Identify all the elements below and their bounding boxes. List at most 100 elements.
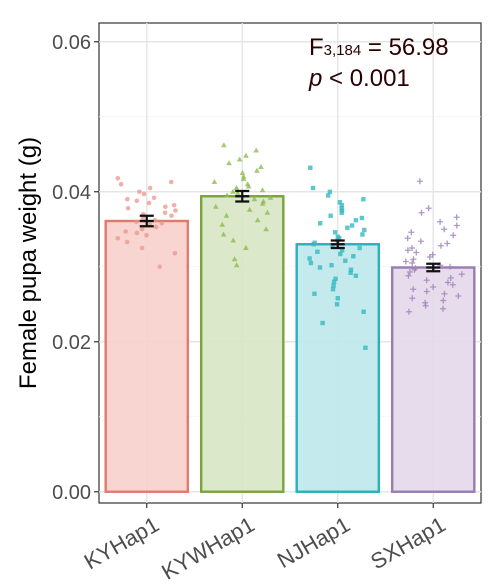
point-sxhap1-0 [416,178,423,185]
point-kywhap1-19 [251,196,258,202]
point-sxhap1-36 [455,293,462,299]
point-kyhap1-31 [157,264,163,270]
point-sxhap1-5 [453,222,460,229]
point-kyhap1-10 [171,202,177,208]
bars-group [104,195,476,493]
point-kyhap1-28 [124,239,130,245]
point-kywhap1-3 [236,156,243,162]
point-kywhap1-1 [253,147,259,153]
point-sxhap1-17 [426,254,433,260]
p-symbol: p [308,65,322,92]
point-kywhap1-23 [246,206,253,212]
point-njhap1-42 [312,291,317,296]
point-sxhap1-41 [440,305,447,312]
point-njhap1-4 [361,197,366,202]
stat-prefix: F [309,34,324,61]
point-njhap1-3 [325,193,331,198]
point-sxhap1-30 [444,279,451,286]
point-sxhap1-37 [409,295,416,302]
point-kywhap1-10 [211,179,218,184]
point-njhap1-23 [311,242,316,247]
point-sxhap1-22 [447,263,454,270]
point-kyhap1-16 [169,213,174,219]
point-njhap1-13 [318,221,323,226]
point-sxhap1-40 [422,302,429,309]
point-kyhap1-30 [172,250,178,256]
point-kyhap1-11 [163,204,168,210]
point-kywhap1-13 [233,185,240,190]
point-kyhap1-4 [137,189,142,195]
point-sxhap1-28 [447,275,454,281]
stat-annotation-p: p < 0.001 [308,65,410,92]
point-kywhap1-18 [267,194,274,200]
point-njhap1-25 [357,245,362,251]
point-kyhap1-27 [115,235,121,241]
point-njhap1-46 [320,320,325,326]
point-sxhap1-7 [408,229,415,236]
point-kyhap1-25 [134,230,140,236]
point-njhap1-34 [317,265,323,270]
point-kywhap1-0 [221,142,227,148]
point-sxhap1-13 [408,245,415,251]
point-kyhap1-19 [134,219,139,225]
point-njhap1-43 [335,296,340,301]
point-njhap1-10 [328,213,333,218]
point-njhap1-31 [343,258,348,263]
point-njhap1-41 [330,287,336,292]
point-sxhap1-32 [430,284,437,290]
point-kyhap1-14 [162,210,168,216]
x-tick-label-kywhap1: KYWHap1 [157,512,258,585]
point-njhap1-39 [331,279,337,284]
y-axis-label: Female pupa weight (g) [15,137,42,389]
point-kywhap1-7 [239,170,246,175]
point-njhap1-20 [336,236,342,241]
point-njhap1-7 [339,206,344,211]
point-kywhap1-12 [245,183,252,189]
point-kywhap1-27 [219,221,226,227]
point-kywhap1-9 [240,176,247,181]
y-axis: 0.00 0.02 0.04 0.06 [52,32,99,504]
point-sxhap1-9 [404,235,411,242]
point-njhap1-9 [339,210,344,215]
point-kywhap1-21 [259,200,266,206]
point-kyhap1-0 [115,175,121,181]
point-njhap1-30 [307,256,312,261]
point-sxhap1-10 [417,238,424,245]
point-kyhap1-8 [134,198,140,204]
point-sxhap1-8 [450,232,457,239]
point-sxhap1-19 [402,258,409,265]
point-kyhap1-12 [125,205,131,211]
point-njhap1-2 [327,189,333,194]
point-njhap1-37 [353,273,359,278]
stat-annotation-f: F3,184 = 56.98 [309,34,449,61]
point-kywhap1-6 [254,167,260,173]
point-njhap1-44 [334,302,340,307]
point-njhap1-47 [363,345,368,350]
point-sxhap1-2 [418,209,425,216]
point-njhap1-15 [345,225,350,230]
point-njhap1-14 [349,223,355,228]
point-kywhap1-16 [234,190,241,196]
point-njhap1-35 [348,267,354,272]
point-kywhap1-17 [224,192,230,198]
point-sxhap1-21 [437,262,444,269]
bar-kywhap1 [199,195,285,493]
point-njhap1-6 [339,203,344,208]
point-sxhap1-35 [441,290,448,297]
point-kywhap1-24 [264,209,271,215]
point-sxhap1-20 [409,260,416,266]
point-kyhap1-1 [168,179,174,185]
y-tick-label-1: 0.02 [52,332,91,354]
point-sxhap1-25 [406,269,413,275]
point-njhap1-28 [338,251,343,257]
error-bar-sxhap1 [426,262,441,273]
point-sxhap1-31 [449,281,456,288]
point-kyhap1-26 [144,232,149,238]
point-sxhap1-14 [404,247,411,254]
point-sxhap1-24 [411,266,418,273]
point-kyhap1-24 [123,229,128,234]
point-sxhap1-26 [458,271,465,278]
point-kywhap1-5 [258,164,264,169]
